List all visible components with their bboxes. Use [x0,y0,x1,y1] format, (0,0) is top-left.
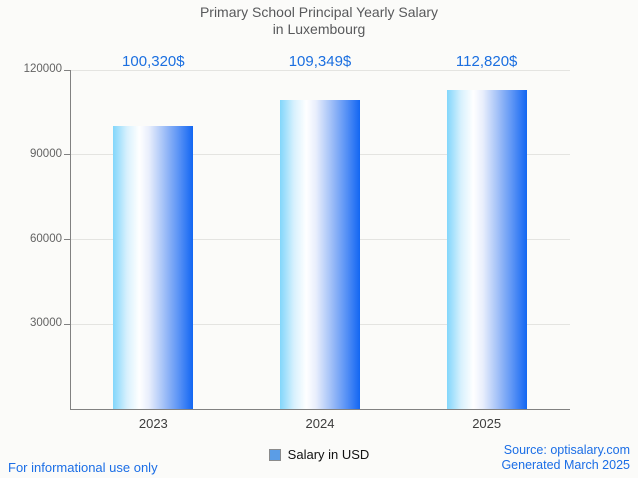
x-axis-label-2023: 2023 [138,416,168,431]
generated-text: Generated March 2025 [501,458,630,472]
value-label-2023: 100,320$ [122,53,185,70]
y-axis-tick [64,239,70,240]
y-axis-tick [64,323,70,325]
legend-swatch [268,448,281,461]
value-label-2024: 109,349$ [288,53,352,70]
y-axis-tick-label: 90000 [30,147,62,160]
plot-area: 30000 60000 90000 120000 100,320$ 2023 109,349… [24,53,570,431]
chart-title-line1: Primary School Principal Yearly Salary [199,4,439,20]
x-axis-label-2025: 2025 [472,416,502,431]
y-axis-tick [64,154,70,156]
y-axis-tick-label: 60000 [30,232,62,245]
bar-2023 [113,125,194,409]
disclaimer-text: For informational use only [8,460,158,475]
bar-2025 [446,90,527,409]
y-axis-tick [64,69,70,71]
y-axis-tick-label: 30000 [30,317,62,330]
value-label-2025: 112,820$ [455,53,518,70]
y-axis-line [70,70,71,409]
chart-title-line2: in Luxembourg [272,21,366,37]
bar-2024 [280,100,360,409]
y-axis-tick-label: 120000 [23,63,62,75]
legend-label: Salary in USD [287,447,370,462]
legend: Salary in USD [0,447,638,462]
source-text: Source: optisalary.com [503,443,630,457]
chart-title: Primary School Principal Yearly Salary i… [0,4,638,38]
x-axis-label-2024: 2024 [305,416,335,431]
source-block: Source: optisalary.com Generated March 2… [501,443,630,473]
x-axis-line [70,409,570,410]
gridline [71,69,570,71]
